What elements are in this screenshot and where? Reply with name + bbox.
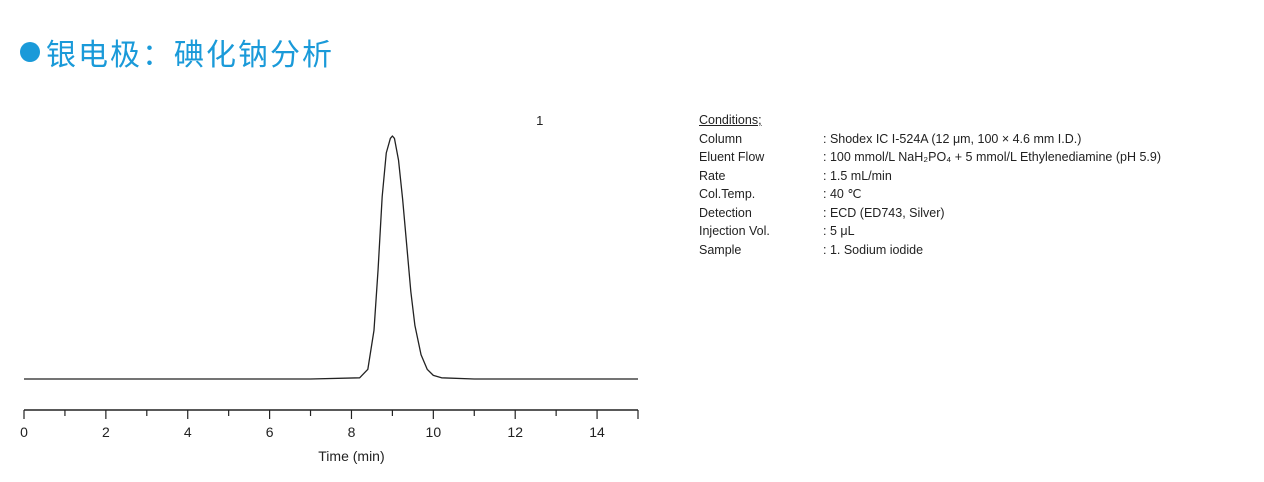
condition-row: Col.Temp. : 40 ℃ bbox=[699, 185, 1161, 204]
condition-row: Sample : 1. Sodium iodide bbox=[699, 241, 1161, 260]
condition-row: Rate : 1.5 mL/min bbox=[699, 167, 1161, 186]
condition-label: Injection Vol. bbox=[699, 224, 770, 238]
condition-value: : 1. Sodium iodide bbox=[823, 242, 924, 257]
condition-label: Eluent Flow bbox=[699, 150, 765, 164]
condition-value: : ECD (ED743, Silver) bbox=[823, 205, 945, 220]
condition-value: : Shodex IC I-524A (12 μm, 100 × 4.6 mm … bbox=[823, 131, 1082, 146]
condition-row: Injection Vol. : 5 μL bbox=[699, 222, 1161, 241]
page-title: 银电极：碘化钠分析 bbox=[46, 38, 334, 73]
condition-label: Detection bbox=[699, 205, 752, 220]
x-tick-label: 10 bbox=[426, 424, 442, 440]
condition-row: Column : Shodex IC I-524A (12 μm, 100 × 4… bbox=[699, 130, 1161, 149]
condition-label: Rate bbox=[699, 168, 726, 183]
chromatogram-trace bbox=[24, 135, 638, 380]
condition-value: : 1.5 mL/min bbox=[823, 168, 892, 183]
condition-value: : 40 ℃ bbox=[823, 187, 862, 201]
conditions-rows: Column : Shodex IC I-524A (12 μm, 100 × 4… bbox=[699, 130, 1161, 260]
peak-label: 1 bbox=[536, 113, 543, 128]
conditions-panel: Conditions; Column : Shodex IC I-524A (12… bbox=[699, 111, 1161, 259]
x-tick-label: 6 bbox=[266, 424, 274, 440]
x-tick-label: 8 bbox=[348, 424, 356, 440]
x-tick-label: 4 bbox=[184, 424, 192, 440]
x-tick-label: 2 bbox=[102, 424, 110, 440]
condition-value: : 5 μL bbox=[823, 224, 855, 238]
condition-label: Sample bbox=[699, 242, 742, 257]
bullet-dot-icon bbox=[20, 42, 40, 62]
x-tick-label: 12 bbox=[507, 424, 523, 440]
chromatogram-chart: 0 2 4 6 8 10 12 14 Time (min) 1 bbox=[20, 113, 639, 464]
chart-content: 0 2 4 6 8 10 12 14 Time (min) 1 bbox=[20, 113, 639, 464]
title-row: 银电极：碘化钠分析 bbox=[20, 30, 334, 74]
condition-row: Eluent Flow : 100 mmol/L NaH₂PO₄ + 5 mmol… bbox=[699, 148, 1161, 167]
condition-value: : 100 mmol/L NaH₂PO₄ + 5 mmol/L Ethylene… bbox=[823, 150, 1161, 164]
condition-label: Col.Temp. bbox=[699, 187, 756, 201]
x-tick-label: 0 bbox=[20, 424, 28, 440]
conditions-heading: Conditions; bbox=[699, 113, 762, 127]
x-tick-label: 14 bbox=[589, 424, 605, 440]
condition-label: Column bbox=[699, 131, 743, 146]
condition-row: Detection : ECD (ED743, Silver) bbox=[699, 204, 1161, 223]
x-axis-label: Time (min) bbox=[318, 448, 384, 464]
